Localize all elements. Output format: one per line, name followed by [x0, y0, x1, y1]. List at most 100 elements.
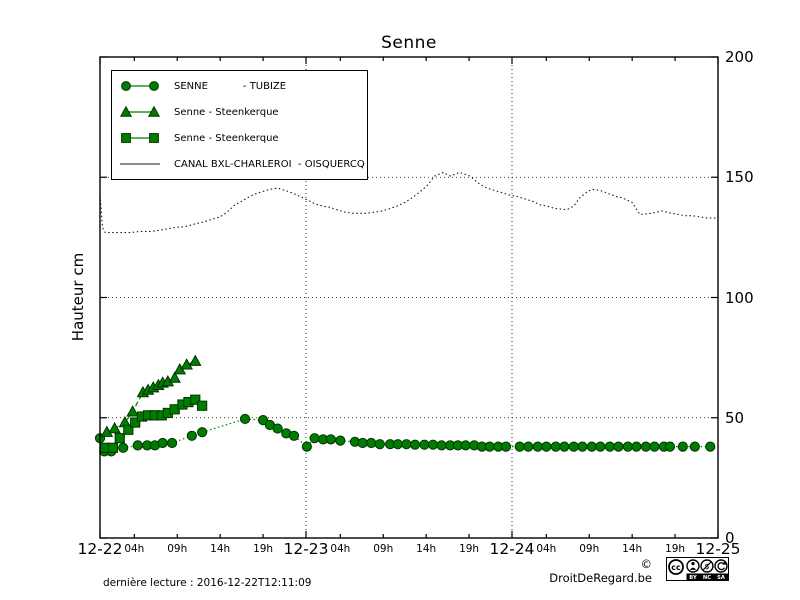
marker-circle	[301, 441, 312, 452]
marker-circle	[374, 439, 385, 450]
marker-circle	[257, 415, 269, 426]
legend-label: Senne - Steenkerque	[174, 132, 279, 144]
marker-circle	[595, 441, 606, 452]
marker-circle	[436, 440, 447, 451]
x-tick-label-hour: 09h	[579, 543, 600, 555]
x-tick-label-day: 12-24	[489, 540, 535, 558]
marker-circle	[167, 437, 178, 449]
y-tick-label: 100	[725, 288, 754, 307]
marker-circle	[335, 435, 346, 446]
marker-square	[190, 394, 201, 405]
legend-label: SENNE - TUBIZE	[174, 80, 287, 92]
x-tick-label-hour: 14h	[622, 543, 643, 555]
legend-item: SENNE - TUBIZE	[112, 74, 367, 98]
marker-circle	[568, 441, 579, 452]
marker-circle	[392, 439, 403, 450]
marker-triangle	[189, 354, 202, 366]
legend-label: Senne - Steenkerque	[174, 106, 279, 118]
marker-triangle	[180, 358, 193, 370]
chart-title: Senne	[381, 33, 437, 53]
marker-circle	[357, 437, 368, 449]
last-reading-text: dernière lecture : 2016-12-22T12:11:09	[103, 577, 312, 589]
x-tick-label-day: 12-23	[283, 540, 329, 558]
cc-nc-icon: $	[700, 559, 714, 573]
x-tick-label-hour: 04h	[124, 543, 145, 555]
legend-item: Senne - Steenkerque	[112, 100, 367, 124]
marker-circle	[401, 439, 412, 450]
marker-circle	[586, 441, 597, 452]
marker-circle	[288, 430, 300, 441]
legend-item: CANAL BXL-CHARLEROI - OISQUERCQ	[112, 152, 367, 176]
marker-circle	[325, 434, 336, 445]
marker-circle	[705, 441, 716, 452]
cc-logo-icon: cc	[668, 559, 684, 575]
legend: SENNE - TUBIZE Senne - Steenkerque Senne -…	[111, 70, 368, 180]
marker-circle	[532, 441, 543, 452]
marker-circle	[604, 441, 615, 452]
marker-circle	[366, 437, 377, 449]
x-tick-label-hour: 19h	[665, 543, 686, 555]
marker-circle	[577, 441, 588, 452]
marker-circle	[118, 442, 129, 453]
marker-triangle	[168, 371, 181, 383]
marker-circle	[484, 441, 495, 452]
marker-square	[114, 433, 125, 444]
cc-by-icon	[686, 559, 700, 573]
marker-circle	[460, 440, 471, 451]
marker-square	[107, 442, 118, 453]
y-tick-label: 0	[725, 529, 735, 547]
circle-legend-marker-icon	[121, 81, 159, 91]
marker-circle	[500, 441, 512, 452]
marker-triangle	[126, 405, 139, 417]
marker-circle	[239, 413, 251, 425]
x-tick-label-hour: 04h	[536, 543, 557, 555]
y-tick-label: 150	[725, 168, 754, 187]
cc-nc-label: NC	[703, 575, 711, 581]
marker-circle	[689, 441, 700, 452]
svg-text:cc: cc	[671, 563, 681, 572]
marker-circle	[197, 427, 208, 438]
marker-circle	[664, 441, 676, 452]
marker-circle	[541, 441, 552, 452]
cc-by-label: BY	[689, 575, 697, 581]
cc-license-badge: cc $ BY NC SA	[666, 557, 729, 581]
marker-circle	[186, 430, 197, 441]
y-tick-label: 50	[725, 408, 745, 427]
x-tick-label-hour: 14h	[210, 543, 231, 555]
marker-circle	[649, 441, 660, 452]
marker-circle	[523, 441, 534, 452]
x-tick-label-hour: 19h	[459, 543, 480, 555]
marker-circle	[559, 441, 570, 452]
cc-sa-icon	[714, 559, 728, 573]
marker-circle	[419, 439, 430, 450]
y-tick-label: 200	[725, 48, 754, 66]
marker-circle	[272, 423, 283, 434]
footer: dernière lecture : 2016-12-22T12:11:09 d…	[103, 557, 311, 600]
marker-circle	[631, 441, 642, 452]
marker-circle	[427, 439, 439, 450]
x-tick-label-day: 12-25	[695, 540, 741, 558]
cc-badge-label-strip	[686, 573, 729, 581]
marker-circle	[622, 441, 633, 452]
marker-circle	[157, 437, 168, 449]
x-tick-label-hour: 14h	[416, 543, 437, 555]
square-legend-marker-icon	[121, 133, 159, 143]
legend-label: CANAL BXL-CHARLEROI - OISQUERCQ	[174, 158, 365, 170]
marker-square	[130, 417, 141, 428]
marker-square	[197, 400, 208, 411]
cc-sa-label: SA	[717, 575, 725, 581]
marker-circle	[514, 441, 525, 452]
x-tick-label-day: 12-22	[77, 540, 123, 558]
marker-circle	[309, 433, 320, 444]
marker-triangle	[108, 421, 121, 434]
marker-circle	[677, 441, 688, 452]
x-tick-label-hour: 09h	[167, 543, 188, 555]
line-legend-marker-icon	[120, 163, 160, 165]
triangle-legend-marker-icon	[119, 105, 161, 117]
marker-square	[123, 424, 134, 435]
y-axis-label: Hauteur cm	[69, 252, 87, 342]
marker-circle	[550, 441, 561, 452]
x-tick-label-hour: 04h	[330, 543, 351, 555]
